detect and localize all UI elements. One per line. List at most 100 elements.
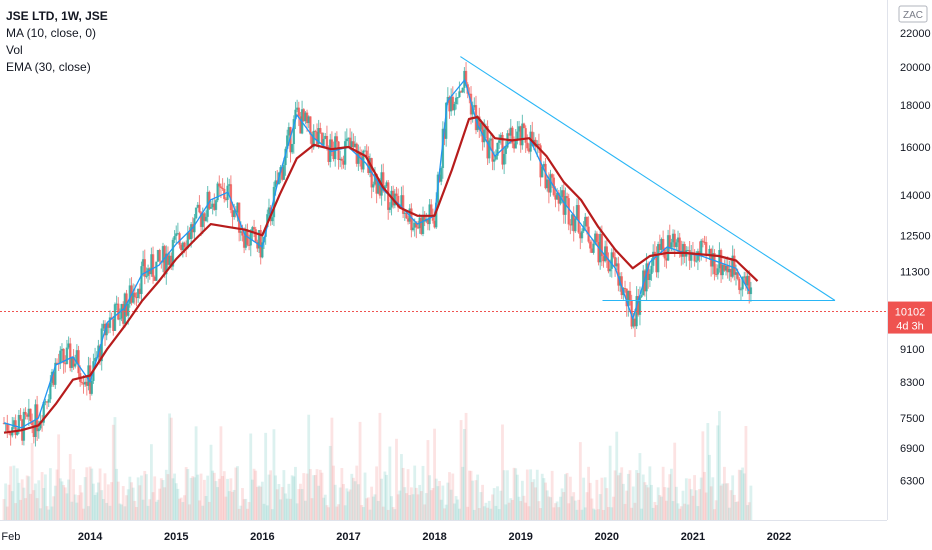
volume-bar — [628, 470, 632, 520]
volume-bar — [239, 505, 243, 520]
volume-bar — [444, 504, 448, 520]
volume-bar — [559, 496, 562, 520]
symbol-title[interactable]: JSE LTD, 1W, JSE — [6, 9, 108, 23]
price-bar-body — [610, 252, 613, 269]
volume-bar — [315, 469, 319, 520]
price-bar-body — [704, 242, 708, 255]
volume-bar — [618, 472, 622, 520]
volume-bar — [57, 434, 61, 520]
price-bar-body — [443, 128, 446, 139]
volume-bar — [699, 477, 703, 520]
price-tick-label: 12500 — [900, 230, 931, 242]
volume-bar — [578, 442, 582, 520]
volume-bar — [270, 509, 274, 520]
volume-bar — [731, 475, 735, 520]
volume-bar — [742, 473, 746, 520]
time-tick-label: 2020 — [595, 531, 619, 543]
price-bar-body — [575, 205, 579, 219]
volume-bar — [734, 502, 738, 520]
volume-bar — [530, 482, 534, 520]
volume-bar — [234, 467, 238, 520]
time-tick-label: 2017 — [336, 531, 360, 543]
price-bar-body — [645, 263, 648, 292]
volume-bar — [211, 470, 215, 520]
volume-bar — [726, 483, 730, 520]
price-bar-body — [421, 214, 425, 234]
price-bar-body — [98, 345, 102, 362]
volume-bar — [600, 477, 604, 520]
volume-bar — [557, 507, 561, 520]
price-bar-body — [135, 297, 138, 299]
price-bar-body — [178, 233, 181, 245]
price-bar-body — [155, 261, 158, 281]
price-bar-body — [133, 292, 137, 298]
price-bar-body — [100, 328, 103, 362]
volume-bar — [171, 478, 175, 520]
volume-bar — [347, 491, 350, 520]
time-axis[interactable]: Feb 2014 2015 2016 2017 2018 2019 2020 2021 2022 — [0, 520, 887, 550]
price-bar-body — [271, 217, 274, 222]
volume-bar — [678, 508, 682, 520]
price-bar-body — [281, 167, 284, 180]
volume-bar — [15, 468, 19, 520]
volume-bar — [284, 493, 287, 520]
volume-bar — [436, 486, 440, 520]
volume-bar — [267, 474, 271, 520]
volume-bar — [310, 498, 314, 520]
volume-bar — [537, 501, 541, 520]
volume-bar — [472, 509, 476, 520]
price-bar-body — [491, 138, 494, 162]
volume-bar — [595, 479, 599, 520]
price-bar-body — [598, 234, 602, 263]
price-bar-body — [188, 232, 191, 240]
volume-bar — [607, 507, 610, 520]
price-bar-body — [365, 150, 368, 157]
volume-bar — [520, 480, 524, 520]
volume-bar — [448, 472, 451, 520]
volume-bar — [80, 492, 84, 520]
volume-bar — [232, 489, 236, 520]
volume-bar — [2, 499, 6, 520]
volume-bar — [252, 468, 256, 520]
volume-bar — [178, 498, 181, 520]
volume-bar — [25, 475, 29, 520]
volume-bar — [542, 478, 546, 520]
price-bar-body — [617, 263, 620, 286]
volume-indicator-label[interactable]: Vol — [6, 43, 23, 57]
price-bar-body — [14, 420, 17, 435]
volume-bar — [353, 481, 357, 520]
volume-bar — [366, 497, 370, 520]
price-bar-body — [115, 303, 118, 305]
volume-bar — [626, 473, 630, 520]
volume-bar — [398, 490, 402, 520]
volume-bar — [304, 500, 307, 520]
price-bar-body — [343, 141, 347, 165]
price-bar-body — [660, 238, 663, 250]
volume-bar — [207, 501, 211, 520]
volume-bar — [262, 503, 266, 520]
volume-bar — [453, 503, 456, 520]
ema-indicator-label[interactable]: EMA (30, close) — [6, 60, 91, 74]
price-bar-body — [648, 273, 652, 281]
ma-indicator-label[interactable]: MA (10, close, 0) — [6, 26, 97, 40]
price-bar-body — [49, 382, 52, 400]
volume-bar — [355, 465, 359, 520]
volume-bar — [577, 499, 581, 520]
volume-bar — [53, 485, 57, 520]
volume-bar — [156, 499, 160, 520]
price-bar-body — [196, 204, 199, 208]
price-bar-body — [416, 227, 420, 229]
volume-bar — [196, 474, 200, 520]
price-bar-body — [146, 268, 150, 276]
volume-bar — [405, 493, 408, 520]
volume-bar — [467, 470, 471, 520]
price-bar-body — [385, 182, 388, 187]
price-axis[interactable]: 6300 6900 7500 8300 9100 11300 12500 14000 16000… — [887, 0, 932, 550]
price-bar-body — [554, 195, 557, 200]
price-bar-body — [643, 270, 647, 292]
price-bar-body — [85, 381, 89, 386]
volume-bar — [358, 421, 362, 520]
volume-bar — [474, 480, 478, 520]
price-bar-body — [189, 224, 193, 240]
